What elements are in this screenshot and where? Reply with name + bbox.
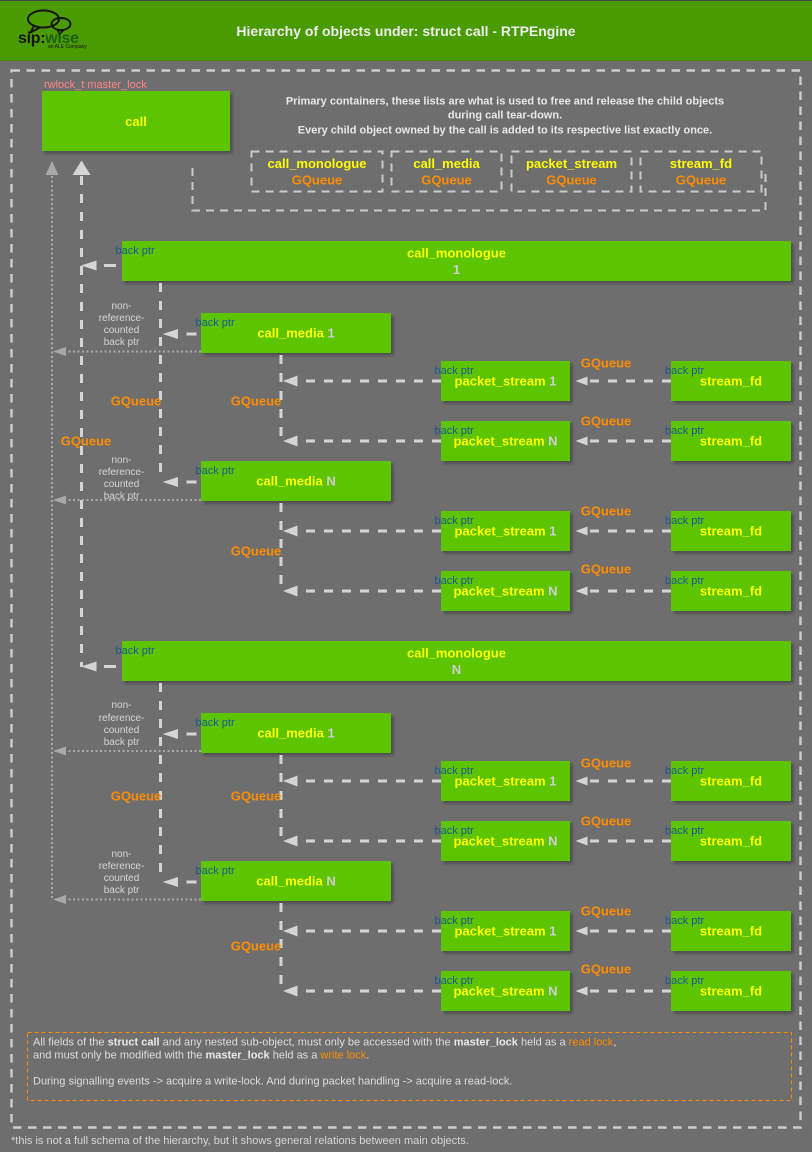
svg-text:call_monologue: call_monologue — [268, 156, 367, 171]
svg-text:packet_stream N: packet_stream N — [453, 434, 557, 449]
svg-text:N: N — [452, 662, 461, 677]
svg-text:back ptr: back ptr — [435, 575, 474, 587]
svg-text:GQueue: GQueue — [111, 394, 162, 409]
svg-text:counted: counted — [104, 325, 140, 336]
svg-text:back ptr: back ptr — [196, 865, 235, 877]
svg-text:back ptr: back ptr — [665, 825, 704, 837]
svg-text:GQueue: GQueue — [111, 789, 162, 804]
svg-text:back ptr: back ptr — [104, 737, 140, 748]
svg-text:back ptr: back ptr — [665, 765, 704, 777]
svg-text:non-: non- — [111, 700, 131, 711]
svg-text:reference-: reference- — [99, 861, 145, 872]
svg-text:back ptr: back ptr — [435, 765, 474, 777]
svg-text:GQueue: GQueue — [581, 904, 632, 919]
svg-text:reference-: reference- — [99, 313, 145, 324]
svg-text:packet_stream 1: packet_stream 1 — [455, 924, 557, 939]
svg-text:GQueue: GQueue — [581, 356, 632, 371]
svg-text:packet_stream 1: packet_stream 1 — [455, 774, 557, 789]
svg-text:reference-: reference- — [99, 467, 145, 478]
svg-text:call_media N: call_media N — [256, 474, 336, 489]
svg-text:back ptr: back ptr — [435, 825, 474, 837]
svg-text:counted: counted — [104, 725, 140, 736]
svg-text:back ptr: back ptr — [104, 491, 140, 502]
svg-text:back ptr: back ptr — [665, 515, 704, 527]
svg-text:All fields of the struct call: All fields of the struct call and any ne… — [33, 1037, 616, 1049]
svg-text:GQueue: GQueue — [231, 544, 282, 559]
svg-text:stream_fd: stream_fd — [700, 834, 762, 849]
svg-text:an ALE Company: an ALE Company — [48, 44, 87, 50]
svg-text:packet_stream 1: packet_stream 1 — [455, 524, 557, 539]
svg-text:back ptr: back ptr — [435, 365, 474, 377]
svg-text:call_media: call_media — [413, 156, 480, 171]
svg-text:call_media 1: call_media 1 — [257, 726, 334, 741]
svg-text:packet_stream N: packet_stream N — [453, 984, 557, 999]
svg-text:back ptr: back ptr — [196, 465, 235, 477]
svg-text:GQueue: GQueue — [581, 756, 632, 771]
svg-text:stream_fd: stream_fd — [700, 524, 762, 539]
svg-text:non-: non- — [111, 455, 131, 466]
svg-text:during call tear-down.: during call tear-down. — [448, 110, 562, 122]
svg-text:GQueue: GQueue — [581, 814, 632, 829]
svg-text:GQueue: GQueue — [581, 562, 632, 577]
svg-text:GQueue: GQueue — [231, 394, 282, 409]
svg-text:non-: non- — [111, 301, 131, 312]
svg-text:call_monologue: call_monologue — [407, 246, 506, 261]
svg-text:Every child object owned by th: Every child object owned by the call is … — [298, 125, 712, 137]
svg-text:back ptr: back ptr — [665, 975, 704, 987]
svg-text:GQueue: GQueue — [581, 962, 632, 977]
svg-text:back ptr: back ptr — [196, 317, 235, 329]
svg-text:call: call — [125, 114, 147, 129]
svg-text:back ptr: back ptr — [665, 425, 704, 437]
svg-text:back ptr: back ptr — [435, 915, 474, 927]
svg-text:non-: non- — [111, 849, 131, 860]
svg-text:During signalling events -> ac: During signalling events -> acquire a wr… — [33, 1076, 512, 1088]
svg-text:GQueue: GQueue — [231, 789, 282, 804]
svg-text:Primary containers, these list: Primary containers, these lists are what… — [286, 96, 724, 108]
svg-text:back ptr: back ptr — [104, 885, 140, 896]
svg-text:GQueue: GQueue — [581, 414, 632, 429]
svg-text:stream_fd: stream_fd — [700, 774, 762, 789]
svg-text:counted: counted — [104, 873, 140, 884]
svg-text:back ptr: back ptr — [116, 245, 155, 257]
svg-text:call_monologue: call_monologue — [407, 646, 506, 661]
svg-text:stream_fd: stream_fd — [700, 984, 762, 999]
svg-text:sip:wise: sip:wise — [18, 30, 79, 47]
svg-text:back ptr: back ptr — [665, 915, 704, 927]
svg-text:and must only be modified with: and must only be modified with the maste… — [33, 1050, 369, 1062]
svg-text:GQueue: GQueue — [676, 173, 727, 188]
svg-text:rwlock_t master_lock: rwlock_t master_lock — [44, 79, 147, 91]
svg-text:call_media N: call_media N — [256, 874, 336, 889]
svg-text:GQueue: GQueue — [581, 504, 632, 519]
svg-text:packet_stream N: packet_stream N — [453, 584, 557, 599]
svg-text:packet_stream N: packet_stream N — [453, 834, 557, 849]
svg-text:back ptr: back ptr — [435, 425, 474, 437]
svg-text:stream_fd: stream_fd — [700, 374, 762, 389]
svg-text:*this is not a full schema of: *this is not a full schema of the hierar… — [11, 1135, 469, 1147]
svg-text:counted: counted — [104, 479, 140, 490]
svg-text:stream_fd: stream_fd — [700, 434, 762, 449]
svg-text:back ptr: back ptr — [665, 365, 704, 377]
svg-text:Hierarchy of objects under: st: Hierarchy of objects under: struct call … — [236, 23, 575, 39]
svg-text:stream_fd: stream_fd — [700, 584, 762, 599]
svg-text:back ptr: back ptr — [435, 515, 474, 527]
svg-text:GQueue: GQueue — [546, 173, 597, 188]
svg-text:back ptr: back ptr — [116, 645, 155, 657]
svg-text:GQueue: GQueue — [231, 939, 282, 954]
svg-text:1: 1 — [453, 262, 460, 277]
svg-text:reference-: reference- — [99, 713, 145, 724]
svg-text:stream_fd: stream_fd — [670, 156, 732, 171]
svg-text:GQueue: GQueue — [292, 173, 343, 188]
svg-text:GQueue: GQueue — [61, 434, 112, 449]
svg-text:packet_stream 1: packet_stream 1 — [455, 374, 557, 389]
svg-text:back ptr: back ptr — [196, 717, 235, 729]
svg-text:call_media 1: call_media 1 — [257, 326, 334, 341]
svg-text:GQueue: GQueue — [421, 173, 472, 188]
svg-text:back ptr: back ptr — [435, 975, 474, 987]
svg-text:stream_fd: stream_fd — [700, 924, 762, 939]
svg-text:back ptr: back ptr — [104, 337, 140, 348]
svg-text:packet_stream: packet_stream — [526, 156, 617, 171]
svg-text:back ptr: back ptr — [665, 575, 704, 587]
